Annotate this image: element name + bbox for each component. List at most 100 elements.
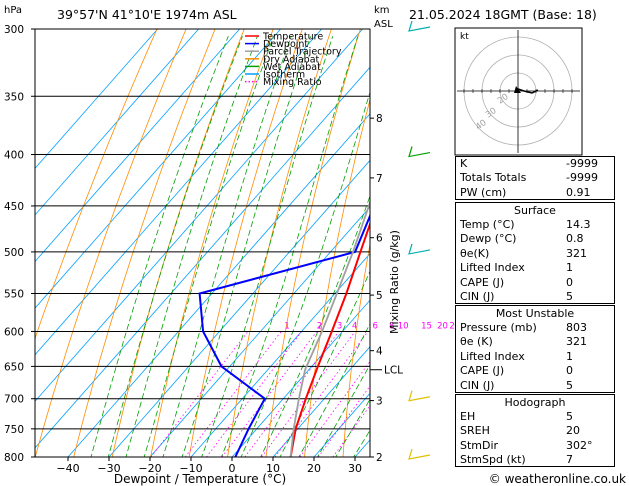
mixing-ratio-line (317, 385, 370, 457)
mixing-ratio-labels: 1 2 34 6 8 10 15 2025 (284, 321, 460, 331)
mu-cape-row: CAPE (J) 0 (460, 364, 573, 378)
dry-adiabat-line (265, 29, 361, 457)
wet-adiabat-line (90, 36, 229, 457)
wet-adiabat-line (240, 90, 370, 457)
height-tick-label: 3 (376, 396, 383, 408)
mixing-ratio-line (150, 331, 249, 457)
surface-dewp-row: Dewp (°C) 0.8 (460, 232, 584, 246)
isotherm-line (35, 29, 363, 402)
pressure-tick-label: 550 (4, 288, 24, 300)
pressure-tick-label: 350 (4, 91, 24, 103)
mixing-ratio-label: 1 (284, 321, 289, 331)
wet-adiabat-line (181, 36, 312, 457)
datetime-title: 21.05.2024 18GMT (Base: 18) (409, 7, 597, 22)
k-index-value: -9999 (566, 157, 598, 170)
eh-row: EH 5 (460, 410, 573, 423)
hodograph-unit-label: kt (460, 32, 469, 42)
height-axis: 8 7 6 5 4 3 2 LCL (370, 113, 403, 464)
hpa-unit-label: hPa (4, 5, 22, 16)
wet-adiabat-line (279, 270, 370, 457)
location-title: 39°57'N 41°10'E 1974m ASL (57, 7, 237, 22)
wet-adiabat-line (220, 36, 359, 457)
temperature-tick-label: 10 (266, 462, 280, 475)
mu-cin-row: CIN (J) 5 (460, 378, 573, 392)
parcel-trajectory-curve (289, 199, 370, 457)
isobars (35, 28, 370, 458)
legend-label: Temperature (262, 32, 323, 43)
pressure-tick-label: 750 (4, 424, 24, 436)
indices-table: K -9999 Totals Totals -9999 PW (cm) 0.91 (455, 156, 615, 200)
mixing-ratio-label: 4 (352, 321, 357, 331)
mixing-ratio-line (184, 331, 282, 457)
pw-row: PW (cm) 0.91 (456, 186, 614, 200)
wind-barbs (408, 20, 431, 460)
isotherm-line (35, 66, 370, 449)
height-tick-label: 6 (376, 233, 383, 245)
isotherm-line (272, 346, 370, 457)
km-unit-label: km (374, 5, 390, 16)
copyright: © weatheronline.co.uk (489, 472, 626, 486)
profile-curves (198, 199, 370, 457)
lcl-label: LCL (384, 365, 403, 377)
pressure-tick-label: 650 (4, 361, 24, 373)
height-tick-label: 4 (376, 346, 383, 358)
wet-adiabat-line (125, 36, 258, 457)
temperature-tick-label: 0 (229, 462, 236, 475)
pressure-axis: 300 350 400 450 500 550 600 650 700 750 800 (4, 24, 35, 464)
pressure-tick-label: 700 (4, 394, 24, 406)
wet-adiabat-line (317, 363, 370, 457)
wind-barb (408, 390, 431, 402)
hodograph-trace (517, 88, 539, 94)
most-unstable-table: Most Unstable Pressure (mb) 803 θe (K) 321… (455, 305, 615, 393)
height-tick-label: 5 (376, 290, 383, 302)
wet-adiabat-line (298, 322, 370, 457)
height-tick-label: 7 (376, 173, 383, 185)
plot-frame (34, 28, 371, 458)
pressure-tick-label: 400 (4, 150, 24, 162)
temperature-curve (289, 221, 370, 457)
mixing-ratio-axis-label: Mixing Ratio (g/kg) (388, 230, 401, 334)
wet-adiabat-line (201, 36, 334, 457)
mu-pressure-row: Pressure (mb) 803 (460, 321, 587, 334)
surface-cin-row: CIN (J) 5 (460, 289, 573, 303)
surface-table: Surface Temp (°C) 14.3 Dewp (°C) 0.8 θe(K)… (455, 202, 615, 304)
isotherm-line (35, 29, 322, 356)
height-tick-label: 2 (376, 452, 383, 464)
pw-value: 0.91 (566, 185, 591, 199)
temperature-tick-label: −40 (56, 462, 79, 475)
storm-motion-marker (514, 86, 521, 93)
dry-adiabat-line (35, 29, 187, 457)
isotherm-line (108, 159, 370, 457)
mixing-ratio-label: 2 (317, 321, 322, 331)
surface-title: Surface (514, 204, 556, 217)
isotherm-line (190, 252, 370, 457)
temperature-tick-label: −10 (179, 462, 202, 475)
temperature-tick-label: −30 (97, 462, 120, 475)
isotherm-line (231, 299, 370, 457)
wind-barb (408, 20, 431, 32)
isotherm-line (35, 29, 240, 263)
wind-barb (408, 243, 431, 255)
hodograph-table-title: Hodograph (504, 396, 566, 409)
x-axis-label: Dewpoint / Temperature (°C) (114, 472, 286, 486)
legend-label: Dry Adiabat (263, 54, 320, 65)
isotherm-line (35, 29, 199, 216)
pressure-tick-label: 450 (4, 201, 24, 213)
pressure-tick-label: 300 (4, 24, 24, 36)
surface-theta-e-row: θe(K) 321 (460, 246, 587, 260)
wet-adiabat-line (143, 36, 274, 457)
mixing-ratio-line (274, 331, 369, 457)
dewpoint-curve (198, 213, 370, 457)
isotherm-line (35, 29, 158, 169)
mu-theta-e-row: θe (K) 321 (460, 335, 587, 349)
mixing-ratio-label: 8 (389, 321, 394, 331)
pressure-tick-label: 500 (4, 247, 24, 259)
stmspd-row: StmSpd (kt) 7 (460, 453, 573, 467)
isotherm-line (149, 206, 370, 457)
dry-adiabat-line (73, 29, 216, 457)
dry-adiabat-line (227, 29, 332, 457)
mixing-ratio-label: 3 (337, 321, 342, 331)
mixing-ratio-label: 25 (449, 321, 460, 331)
height-tick-label: 8 (376, 113, 383, 125)
